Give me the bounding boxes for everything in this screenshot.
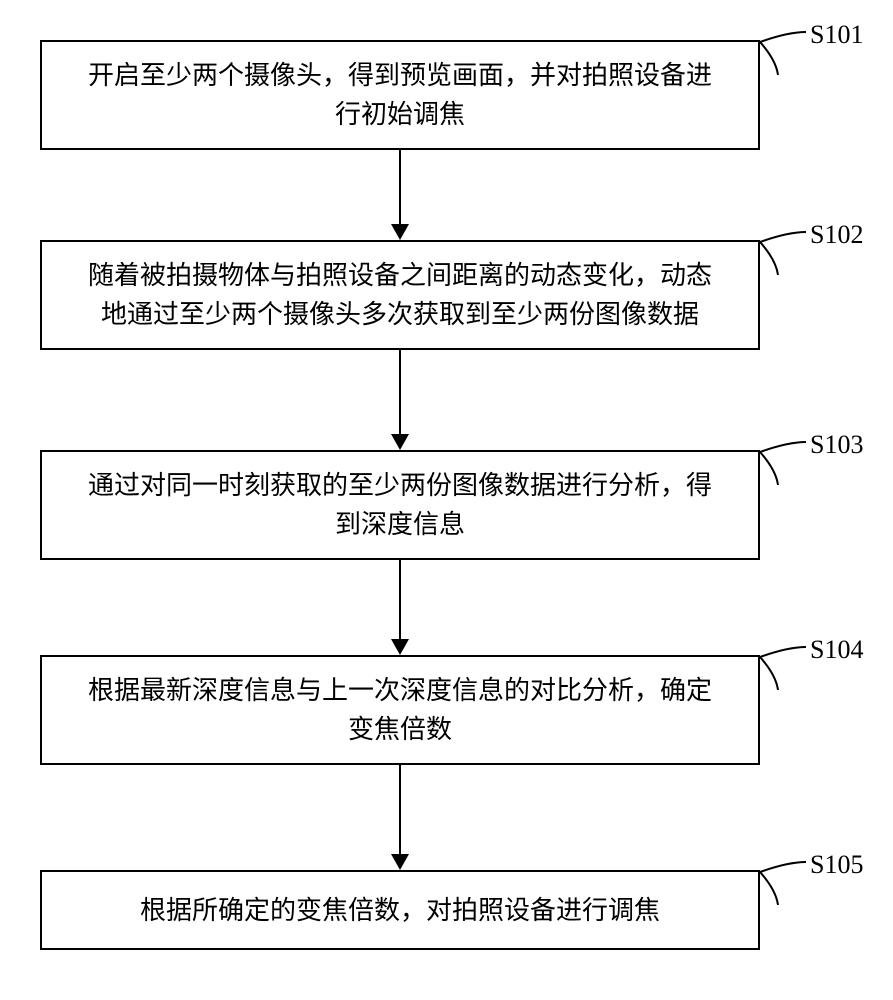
flow-node-text: 根据最新深度信息与上一次深度信息的对比分析，确定 变焦倍数 (88, 671, 712, 749)
flow-arrow (399, 150, 401, 224)
arrow-head-icon (391, 854, 409, 870)
flowchart-canvas: 开启至少两个摄像头，得到预览画面，并对拍照设备进 行初始调焦 S101 随着被拍… (0, 0, 893, 1000)
flow-node-s101: 开启至少两个摄像头，得到预览画面，并对拍照设备进 行初始调焦 (40, 40, 760, 150)
arrow-head-icon (391, 434, 409, 450)
flow-node-s102: 随着被拍摄物体与拍照设备之间距离的动态变化，动态 地通过至少两个摄像头多次获取到… (40, 240, 760, 350)
flow-node-s104: 根据最新深度信息与上一次深度信息的对比分析，确定 变焦倍数 (40, 655, 760, 765)
connector-curve-s102 (758, 230, 813, 275)
connector-curve-s101 (758, 30, 813, 75)
step-label-s105: S105 (810, 850, 863, 880)
flow-node-s105: 根据所确定的变焦倍数，对拍照设备进行调焦 (40, 870, 760, 950)
flow-node-text: 随着被拍摄物体与拍照设备之间距离的动态变化，动态 地通过至少两个摄像头多次获取到… (88, 256, 712, 334)
step-label-s101: S101 (810, 20, 863, 50)
step-label-s104: S104 (810, 635, 863, 665)
flow-arrow (399, 765, 401, 854)
flow-arrow (399, 350, 401, 434)
connector-curve-s103 (758, 440, 813, 485)
connector-curve-s104 (758, 645, 813, 690)
arrow-head-icon (391, 639, 409, 655)
flow-arrow (399, 560, 401, 639)
step-label-s102: S102 (810, 220, 863, 250)
step-label-s103: S103 (810, 430, 863, 460)
flow-node-text: 开启至少两个摄像头，得到预览画面，并对拍照设备进 行初始调焦 (88, 56, 712, 134)
flow-node-text: 通过对同一时刻获取的至少两份图像数据进行分析，得 到深度信息 (88, 466, 712, 544)
flow-node-text: 根据所确定的变焦倍数，对拍照设备进行调焦 (140, 891, 660, 930)
arrow-head-icon (391, 224, 409, 240)
flow-node-s103: 通过对同一时刻获取的至少两份图像数据进行分析，得 到深度信息 (40, 450, 760, 560)
connector-curve-s105 (758, 860, 813, 905)
